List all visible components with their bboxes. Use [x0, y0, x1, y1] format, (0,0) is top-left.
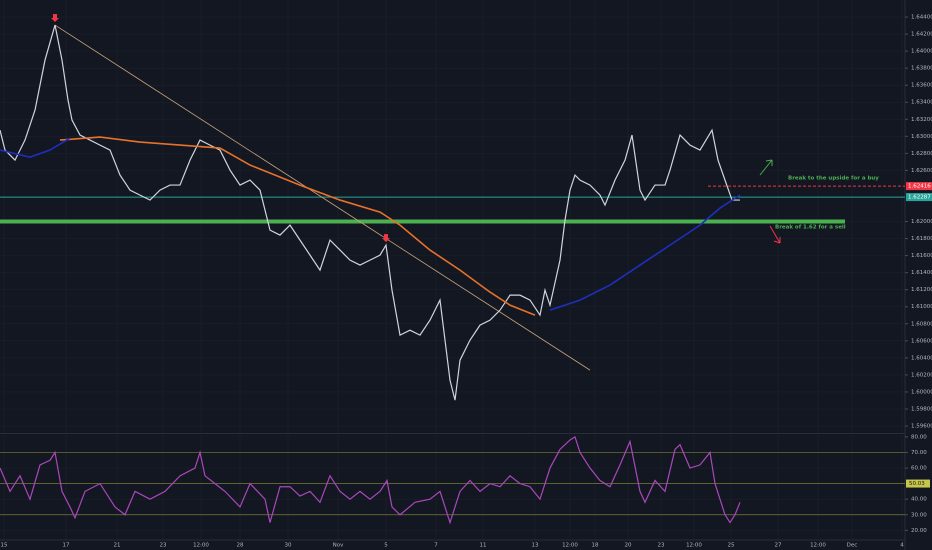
x-tick-label: 23: [160, 543, 167, 549]
y-tick-label: 1.61000: [911, 304, 932, 310]
y-tick-label: 60.00: [911, 466, 927, 472]
price-label: 1.62416: [908, 184, 931, 190]
y-tick-label: 1.64200: [911, 32, 932, 38]
x-tick-label: 12:00: [810, 543, 826, 549]
x-tick-label: 13: [532, 543, 539, 549]
x-tick-label: 12:00: [193, 543, 209, 549]
x-tick-label: Dec: [847, 543, 858, 549]
y-tick-label: 70.00: [911, 450, 927, 456]
y-tick-label: 1.60000: [911, 389, 932, 395]
x-tick-label: 27: [775, 543, 782, 549]
y-tick-label: 1.60800: [911, 321, 932, 327]
x-tick-label: Nov: [333, 543, 344, 549]
signal-marker: [382, 234, 390, 243]
x-tick-label: 7: [434, 543, 438, 549]
y-tick-label: 20.00: [911, 528, 927, 534]
y-tick-label: 1.64000: [911, 49, 932, 55]
y-tick-label: 1.59600: [911, 424, 932, 430]
y-tick-label: 1.62000: [911, 219, 932, 225]
x-tick-label: 25: [728, 543, 735, 549]
price-label-box: [906, 193, 932, 202]
y-tick-label: 1.62600: [911, 168, 932, 174]
price-label-box: [906, 182, 932, 191]
rsi-value-box: [906, 479, 930, 488]
y-tick-label: 1.62800: [911, 151, 932, 157]
y-tick-label: 1.63600: [911, 83, 932, 89]
y-tick-label: 1.61800: [911, 236, 932, 242]
y-tick-label: 1.63400: [911, 100, 932, 106]
y-tick-label: 80.00: [911, 434, 927, 440]
y-tick-label: 1.60200: [911, 372, 932, 378]
y-tick-label: 1.61200: [911, 287, 932, 293]
y-tick-label: 1.60600: [911, 338, 932, 344]
x-tick-label: 15: [1, 543, 8, 549]
x-tick-label: 20: [625, 543, 632, 549]
x-tick-label: 5: [384, 543, 388, 549]
y-tick-label: 1.61400: [911, 270, 932, 276]
x-tick-label: 18: [592, 543, 599, 549]
annotation: Break to the upside for a buy: [788, 176, 879, 182]
x-tick-label: 21: [114, 543, 121, 549]
y-tick-label: 1.64400: [911, 15, 932, 21]
price-label: 1.62287: [908, 195, 931, 201]
y-tick-label: 30.00: [911, 512, 927, 518]
y-tick-label: 1.63000: [911, 134, 932, 140]
down-arrow: [769, 225, 781, 244]
x-tick-label: 17: [63, 543, 70, 549]
series-line: [0, 24, 740, 401]
series-line: [0, 137, 741, 311]
y-tick-label: 1.59800: [911, 406, 932, 412]
up-arrow: [759, 159, 773, 176]
y-tick-label: 1.60400: [911, 355, 932, 361]
x-tick-label: 23: [658, 543, 665, 549]
y-tick-label: 1.63800: [911, 66, 932, 72]
x-tick-label: 12:00: [686, 543, 702, 549]
y-tick-label: 40.00: [911, 497, 927, 503]
x-tick-label: 28: [237, 543, 244, 549]
series-line: [0, 435, 741, 525]
y-tick-label: 1.63200: [911, 117, 932, 123]
x-tick-label: 30: [285, 543, 292, 549]
y-tick-label: 1.61600: [911, 253, 932, 259]
signal-marker: [51, 14, 59, 23]
trendline: [54, 24, 591, 371]
x-tick-label: 12:00: [562, 543, 578, 549]
x-tick-label: 11: [480, 543, 487, 549]
series-line: [59, 136, 536, 316]
rsi-value-label: 50.03: [909, 481, 925, 487]
x-tick-label: 4: [900, 543, 904, 549]
annotation: Break of 1.62 for a sell: [775, 225, 846, 231]
